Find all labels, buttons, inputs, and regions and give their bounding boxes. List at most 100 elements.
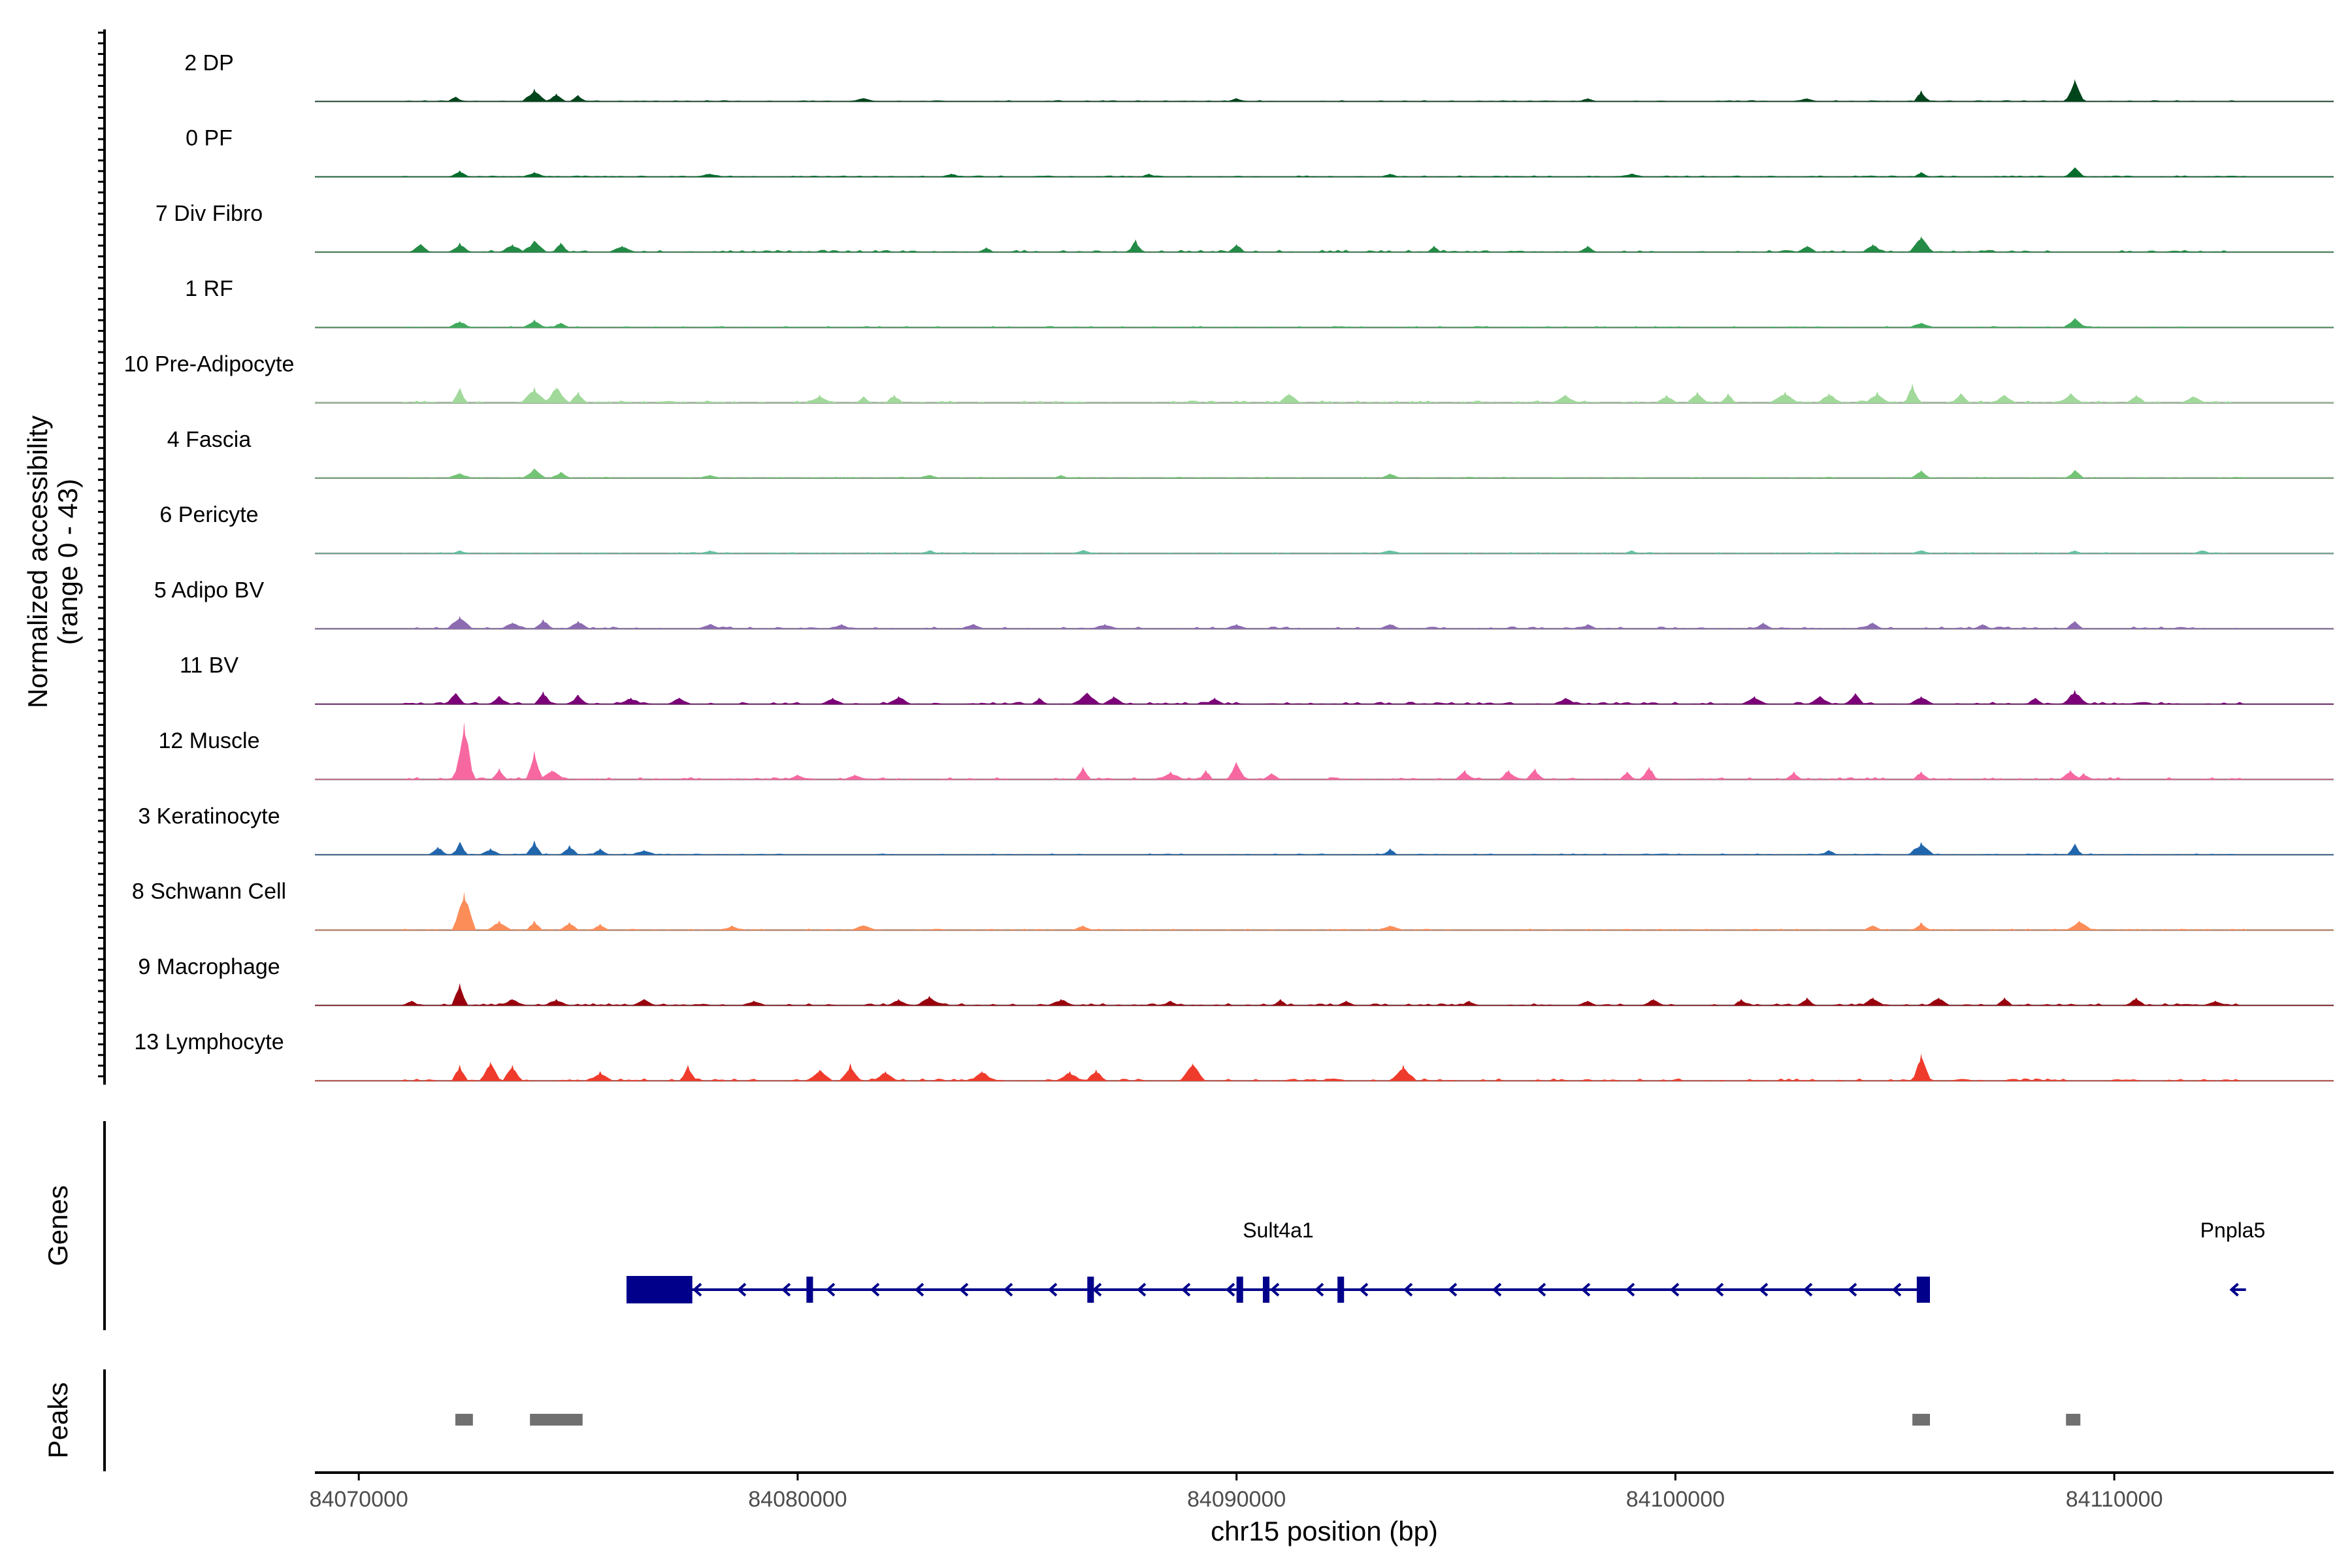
coverage-peak [1232,244,1241,252]
coverage-peak [1267,773,1277,779]
coverage-tracks: 2 DP 0 PF 7 Div Fibro 1 RF 10 Pre-Adipocyte 4… [124,50,2334,1082]
coverage-peak [574,391,583,403]
coverage-peak [1065,1071,1075,1081]
coverage-peak [455,841,465,855]
gene-exon [1337,1277,1345,1303]
coverage-peak [1385,550,1395,554]
coverage-peak [1916,841,1926,855]
coverage-peak [1824,393,1834,403]
coverage-peak [1916,236,1926,252]
coverage-peak [2070,550,2080,554]
strand-arrow [1803,1282,1813,1297]
strand-arrow [1714,1282,1724,1297]
peak-region [1912,1414,1930,1426]
strand-arrow [2229,1282,2239,1297]
coverage-peak [551,93,561,102]
strand-arrow [1269,1282,1280,1297]
coverage-peak [551,999,561,1005]
coverage-area [315,693,2334,705]
coverage-peak [1144,173,1154,177]
coverage-peak [2070,621,2080,629]
coverage-peak [556,322,566,328]
strand-arrow [1358,1282,1369,1297]
coverage-area [315,388,2334,404]
coverage-area [315,841,2334,855]
y-axis-title-line1: Normalized accessibility [22,416,53,708]
coverage-peak [1872,391,1882,403]
coverage-peak [1583,1000,1593,1005]
coverage-peak [2210,1000,2220,1005]
track-1: 2 DP [184,50,2334,103]
coverage-area [315,468,2334,479]
coverage-peak [1868,622,1878,629]
coverage-peak [1802,246,1812,252]
coverage-peak [529,172,539,177]
coverage-peak [1916,696,1926,704]
coverage-peak [639,849,649,855]
coverage-peak [455,550,465,554]
strand-arrow [1580,1282,1591,1297]
coverage-peak [1034,697,1044,704]
coverage-peak [1916,771,1926,779]
coverage-peak [815,1070,825,1081]
track-5: 10 Pre-Adipocyte [124,352,2334,404]
coverage-peak [1868,244,1878,252]
coverage-peak [538,619,548,629]
coverage-peak [881,1071,890,1081]
peaks-axis-title: Peaks [42,1382,73,1459]
coverage-peak [455,473,465,478]
coverage-peak [1504,770,1514,779]
track-7: 6 Pericyte [159,502,2334,555]
coverage-area [315,238,2334,253]
coverage-peak [564,922,574,930]
track-label: 10 Pre-Adipocyte [124,352,295,377]
x-tick-label: 84110000 [2066,1487,2163,1512]
track-8: 5 Adipo BV [154,578,2334,630]
track-11: 3 Keratinocyte [138,804,2334,856]
track-2: 0 PF [186,126,2334,178]
coverage-peak [749,1000,759,1005]
coverage-peak [1723,393,1733,403]
coverage-peak [450,693,460,704]
x-axis: 84070000 84080000 84090000 84100000 84110000… [310,1471,2334,1546]
coverage-peak [455,321,465,328]
coverage-peak [1661,395,1671,403]
strand-arrow [1136,1282,1147,1297]
coverage-peak [1561,395,1571,403]
track-13: 9 Macrophage [138,955,2334,1007]
coverage-peak [981,247,991,252]
strand-arrow [1669,1282,1680,1297]
coverage-peak [2074,920,2084,930]
coverage-peak [1802,98,1812,102]
peaks-panel: Peaks [42,1369,2081,1471]
coverage-peak [2070,79,2080,102]
gene-exon [626,1276,693,1303]
coverage-peak [705,550,715,554]
strand-arrow [1891,1282,1902,1297]
genes-axis-title: Genes [42,1185,73,1266]
x-axis-title: chr15 position (bp) [1211,1516,1438,1546]
coverage-peak [1083,693,1092,704]
coverage-peak [1232,762,1241,779]
coverage-peak [455,170,465,177]
coverage-peak [556,472,566,478]
y-axis-title: Normalized accessibility (range 0 - 43) [22,416,83,708]
strand-arrow [1447,1282,1458,1297]
coverage-peak [1737,999,1746,1005]
coverage-peak [1201,770,1211,779]
coverage-peak [1109,696,1119,704]
coverage-peak [705,624,715,629]
coverage-peak [556,242,566,252]
coverage-peak [574,95,583,102]
coverage-peak [1091,1070,1101,1081]
coverage-area [315,986,2334,1006]
coverage-area [315,732,2334,780]
track-label: 12 Muscle [159,728,260,753]
coverage-peak [2070,470,2080,478]
coverage-peak [551,387,561,403]
track-6: 4 Fascia [167,427,2334,480]
coverage-peak [2189,396,2198,403]
coverage-peak [1275,999,1285,1005]
coverage-peak [1692,391,1702,403]
